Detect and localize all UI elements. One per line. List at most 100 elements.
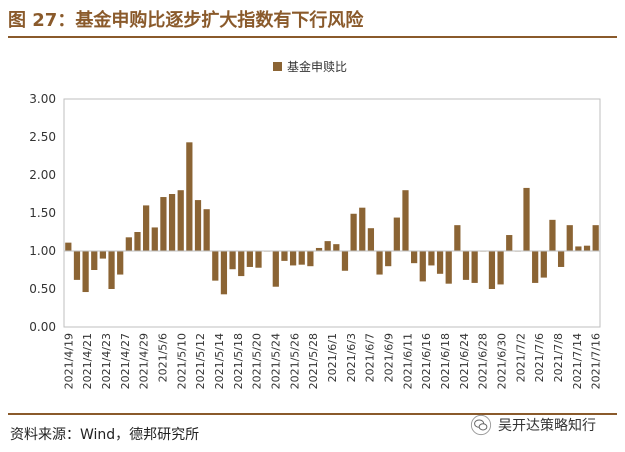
bar <box>566 225 573 251</box>
x-tick-label: 2021/5/26 <box>288 333 301 389</box>
x-tick-label: 2021/5/20 <box>251 333 264 389</box>
x-tick-label: 2021/6/28 <box>477 333 490 389</box>
watermark: 吴开达策略知行 <box>470 414 596 436</box>
x-tick-label: 2021/5/6 <box>156 333 169 382</box>
bar <box>385 251 392 267</box>
bar <box>350 213 357 251</box>
bar <box>125 237 132 251</box>
bar <box>419 251 426 282</box>
bar <box>341 251 349 271</box>
x-tick-label: 2021/6/7 <box>364 333 377 382</box>
x-tick-label: 2021/5/10 <box>175 333 188 389</box>
x-tick-label: 2021/7/6 <box>533 333 546 382</box>
x-tick-label: 2021/5/18 <box>232 333 245 389</box>
y-axis: 0.00 0.50 1.00 1.50 2.00 2.50 3.00 <box>29 92 56 334</box>
bar <box>186 142 193 251</box>
bar <box>497 251 504 285</box>
legend: 基金申赎比 <box>273 59 347 74</box>
bar <box>151 227 158 251</box>
wechat-icon <box>470 414 492 436</box>
legend-label: 基金申赎比 <box>287 59 347 74</box>
y-tick-label: 2.00 <box>29 168 56 182</box>
x-tick-label: 2021/4/29 <box>138 333 151 389</box>
bar <box>549 219 556 251</box>
bar <box>91 251 98 270</box>
bar <box>82 251 89 293</box>
x-tick-label: 2021/5/14 <box>213 333 226 389</box>
bar <box>402 190 409 251</box>
plot-frame <box>63 98 601 328</box>
bar <box>393 217 400 251</box>
bar-series <box>64 142 600 295</box>
bar <box>73 251 81 280</box>
footer-rule <box>8 413 617 415</box>
bar <box>575 246 582 251</box>
y-tick-label: 0.50 <box>29 282 56 296</box>
bar <box>203 209 210 251</box>
watermark-text: 吴开达策略知行 <box>498 418 596 434</box>
bar <box>298 251 305 265</box>
bar <box>117 251 124 275</box>
y-tick-label: 3.00 <box>29 92 56 106</box>
bar <box>532 251 539 283</box>
bar <box>428 251 435 266</box>
source-note: 资料来源：Wind，德邦研究所 <box>10 427 200 443</box>
x-tick-label: 2021/7/14 <box>571 333 584 389</box>
title-underline <box>8 36 617 38</box>
x-tick-label: 2021/4/27 <box>119 333 132 389</box>
x-tick-label: 2021/4/19 <box>62 333 75 389</box>
x-tick-label: 2021/6/30 <box>496 333 509 389</box>
bar <box>592 225 599 251</box>
x-tick-label: 2021/5/12 <box>194 333 207 389</box>
x-tick-label: 2021/5/28 <box>307 333 320 389</box>
y-tick-label: 2.50 <box>29 130 56 144</box>
y-tick-label: 0.00 <box>29 320 56 334</box>
x-tick-label: 2021/7/16 <box>590 333 603 389</box>
x-tick-label: 2021/4/23 <box>100 333 113 389</box>
bar <box>411 251 418 264</box>
bar <box>134 232 141 251</box>
bar <box>540 251 547 278</box>
bar <box>359 207 366 251</box>
bar <box>65 242 72 251</box>
legend-swatch <box>273 62 282 71</box>
bar <box>307 251 314 267</box>
bar <box>194 200 202 251</box>
x-axis: 2021/4/19 2021/4/21 2021/4/23 2021/4/27 2021… <box>62 333 602 389</box>
bar <box>220 251 228 295</box>
bar <box>376 251 383 275</box>
bar <box>583 245 591 251</box>
x-tick-label: 2021/6/18 <box>439 333 452 389</box>
x-tick-label: 2021/6/1 <box>326 333 339 382</box>
bar <box>289 251 297 266</box>
bar <box>177 190 184 251</box>
x-tick-label: 2021/7/8 <box>552 333 565 382</box>
bar <box>272 251 279 287</box>
bar <box>506 235 513 251</box>
x-tick-label: 2021/6/16 <box>420 333 433 389</box>
bar <box>324 241 331 251</box>
x-tick-label: 2021/6/3 <box>345 333 358 382</box>
bar <box>488 251 496 289</box>
y-tick-label: 1.50 <box>29 206 56 220</box>
bar <box>255 251 262 268</box>
bar <box>168 194 176 251</box>
bar <box>523 187 530 251</box>
bar <box>212 251 219 281</box>
bar <box>315 247 323 251</box>
bar <box>143 205 150 251</box>
bar <box>462 251 470 280</box>
bar <box>99 251 107 259</box>
bar <box>557 251 565 267</box>
bar <box>246 251 253 267</box>
bar <box>445 251 452 284</box>
x-tick-label: 2021/6/24 <box>458 333 471 389</box>
bar <box>229 251 236 270</box>
x-tick-label: 2021/5/24 <box>269 333 282 389</box>
bar <box>454 225 461 251</box>
x-tick-label: 2021/6/11 <box>401 333 414 389</box>
bar <box>160 197 167 251</box>
bar <box>367 228 375 251</box>
bar-chart: 基金申赎比 0.00 0.50 1.00 1.50 2.00 2.50 3.00 2021/… <box>29 59 602 389</box>
y-tick-label: 1.00 <box>29 244 56 258</box>
